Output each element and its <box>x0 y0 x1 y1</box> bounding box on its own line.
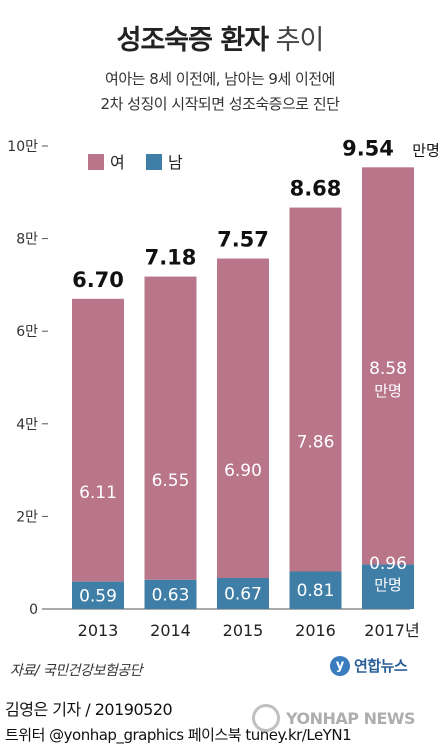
yonhap-logo-text: 연합뉴스 <box>354 657 408 675</box>
bar-male <box>289 571 342 609</box>
data-label-male: 0.59 <box>79 586 117 606</box>
bar-male <box>72 581 124 609</box>
watermark-icon <box>252 704 280 732</box>
bar-male <box>217 577 269 609</box>
total-label: 7.57 <box>217 228 269 252</box>
source-note: 자료/ 국민건강보험공단 <box>10 663 142 679</box>
y-tick-label: 0 <box>29 602 38 618</box>
legend-label-female: 여 <box>110 153 125 172</box>
data-label-female: 6.90 <box>224 461 262 481</box>
data-label-female-unit: 만명 <box>374 382 402 400</box>
y-tick-label: 6만 <box>16 324 38 340</box>
legend-swatch-male <box>146 154 162 170</box>
y-tick-label: 8만 <box>16 232 38 248</box>
x-tick-label: 2013 <box>78 621 119 640</box>
x-tick-label: 2016 <box>295 621 336 640</box>
total-label-unit: 만명 <box>412 141 440 159</box>
total-label: 8.68 <box>290 177 342 201</box>
data-label-female: 7.86 <box>297 433 335 453</box>
subtitle-line-2: 2차 성징이 시작되면 성조숙증으로 진단 <box>100 95 340 113</box>
legend-swatch-female <box>88 154 104 170</box>
bar-female <box>217 258 269 578</box>
legend-label-male: 남 <box>168 153 183 172</box>
yonhap-logo-icon: y <box>330 655 350 676</box>
data-label-female: 6.55 <box>152 471 190 491</box>
total-label: 7.18 <box>145 246 197 270</box>
data-label-male: 0.67 <box>224 584 262 604</box>
title-main: 성조숙증 환자 <box>116 25 269 56</box>
data-label-male: 0.63 <box>152 585 190 605</box>
y-tick-label: 10만 <box>7 139 38 155</box>
bar-female <box>289 207 342 572</box>
bar-female <box>144 276 197 580</box>
bar-male <box>362 564 414 609</box>
data-label-male: 0.96 <box>369 554 407 574</box>
total-label: 9.54 <box>342 136 394 160</box>
x-tick-label: 2017년 <box>364 621 419 640</box>
watermark-text: YONHAP NEWS <box>286 708 416 728</box>
data-label-male: 0.81 <box>297 581 335 601</box>
title-suffix: 추이 <box>275 25 325 56</box>
data-label-female: 6.11 <box>79 483 117 503</box>
bar-female <box>362 167 414 565</box>
page-title: 성조숙증 환자 추이 <box>0 18 440 57</box>
x-tick-label: 2015 <box>223 621 264 640</box>
x-tick-label: 2014 <box>150 621 191 640</box>
byline: 김영은 기자 / 20190520 <box>5 700 173 719</box>
yonhap-logo: y 연합뉴스 <box>330 655 408 676</box>
data-label-female: 8.58 <box>369 359 407 379</box>
data-label-male-unit: 만명 <box>374 576 402 594</box>
subtitle-line-1: 여아는 8세 이전에, 남아는 9세 이전에 <box>105 70 335 88</box>
y-tick-label: 2만 <box>16 509 38 525</box>
bar-male <box>144 579 197 609</box>
bar-female <box>72 298 124 582</box>
stacked-bar-chart: 0 2만 4만 6만 8만 10만 6.11 0.59 6.70 2013 6.55 0.63 7.18… <box>7 136 440 640</box>
y-tick-label: 4만 <box>16 417 38 433</box>
watermark: YONHAP NEWS <box>252 704 416 732</box>
total-label: 6.70 <box>72 268 124 292</box>
